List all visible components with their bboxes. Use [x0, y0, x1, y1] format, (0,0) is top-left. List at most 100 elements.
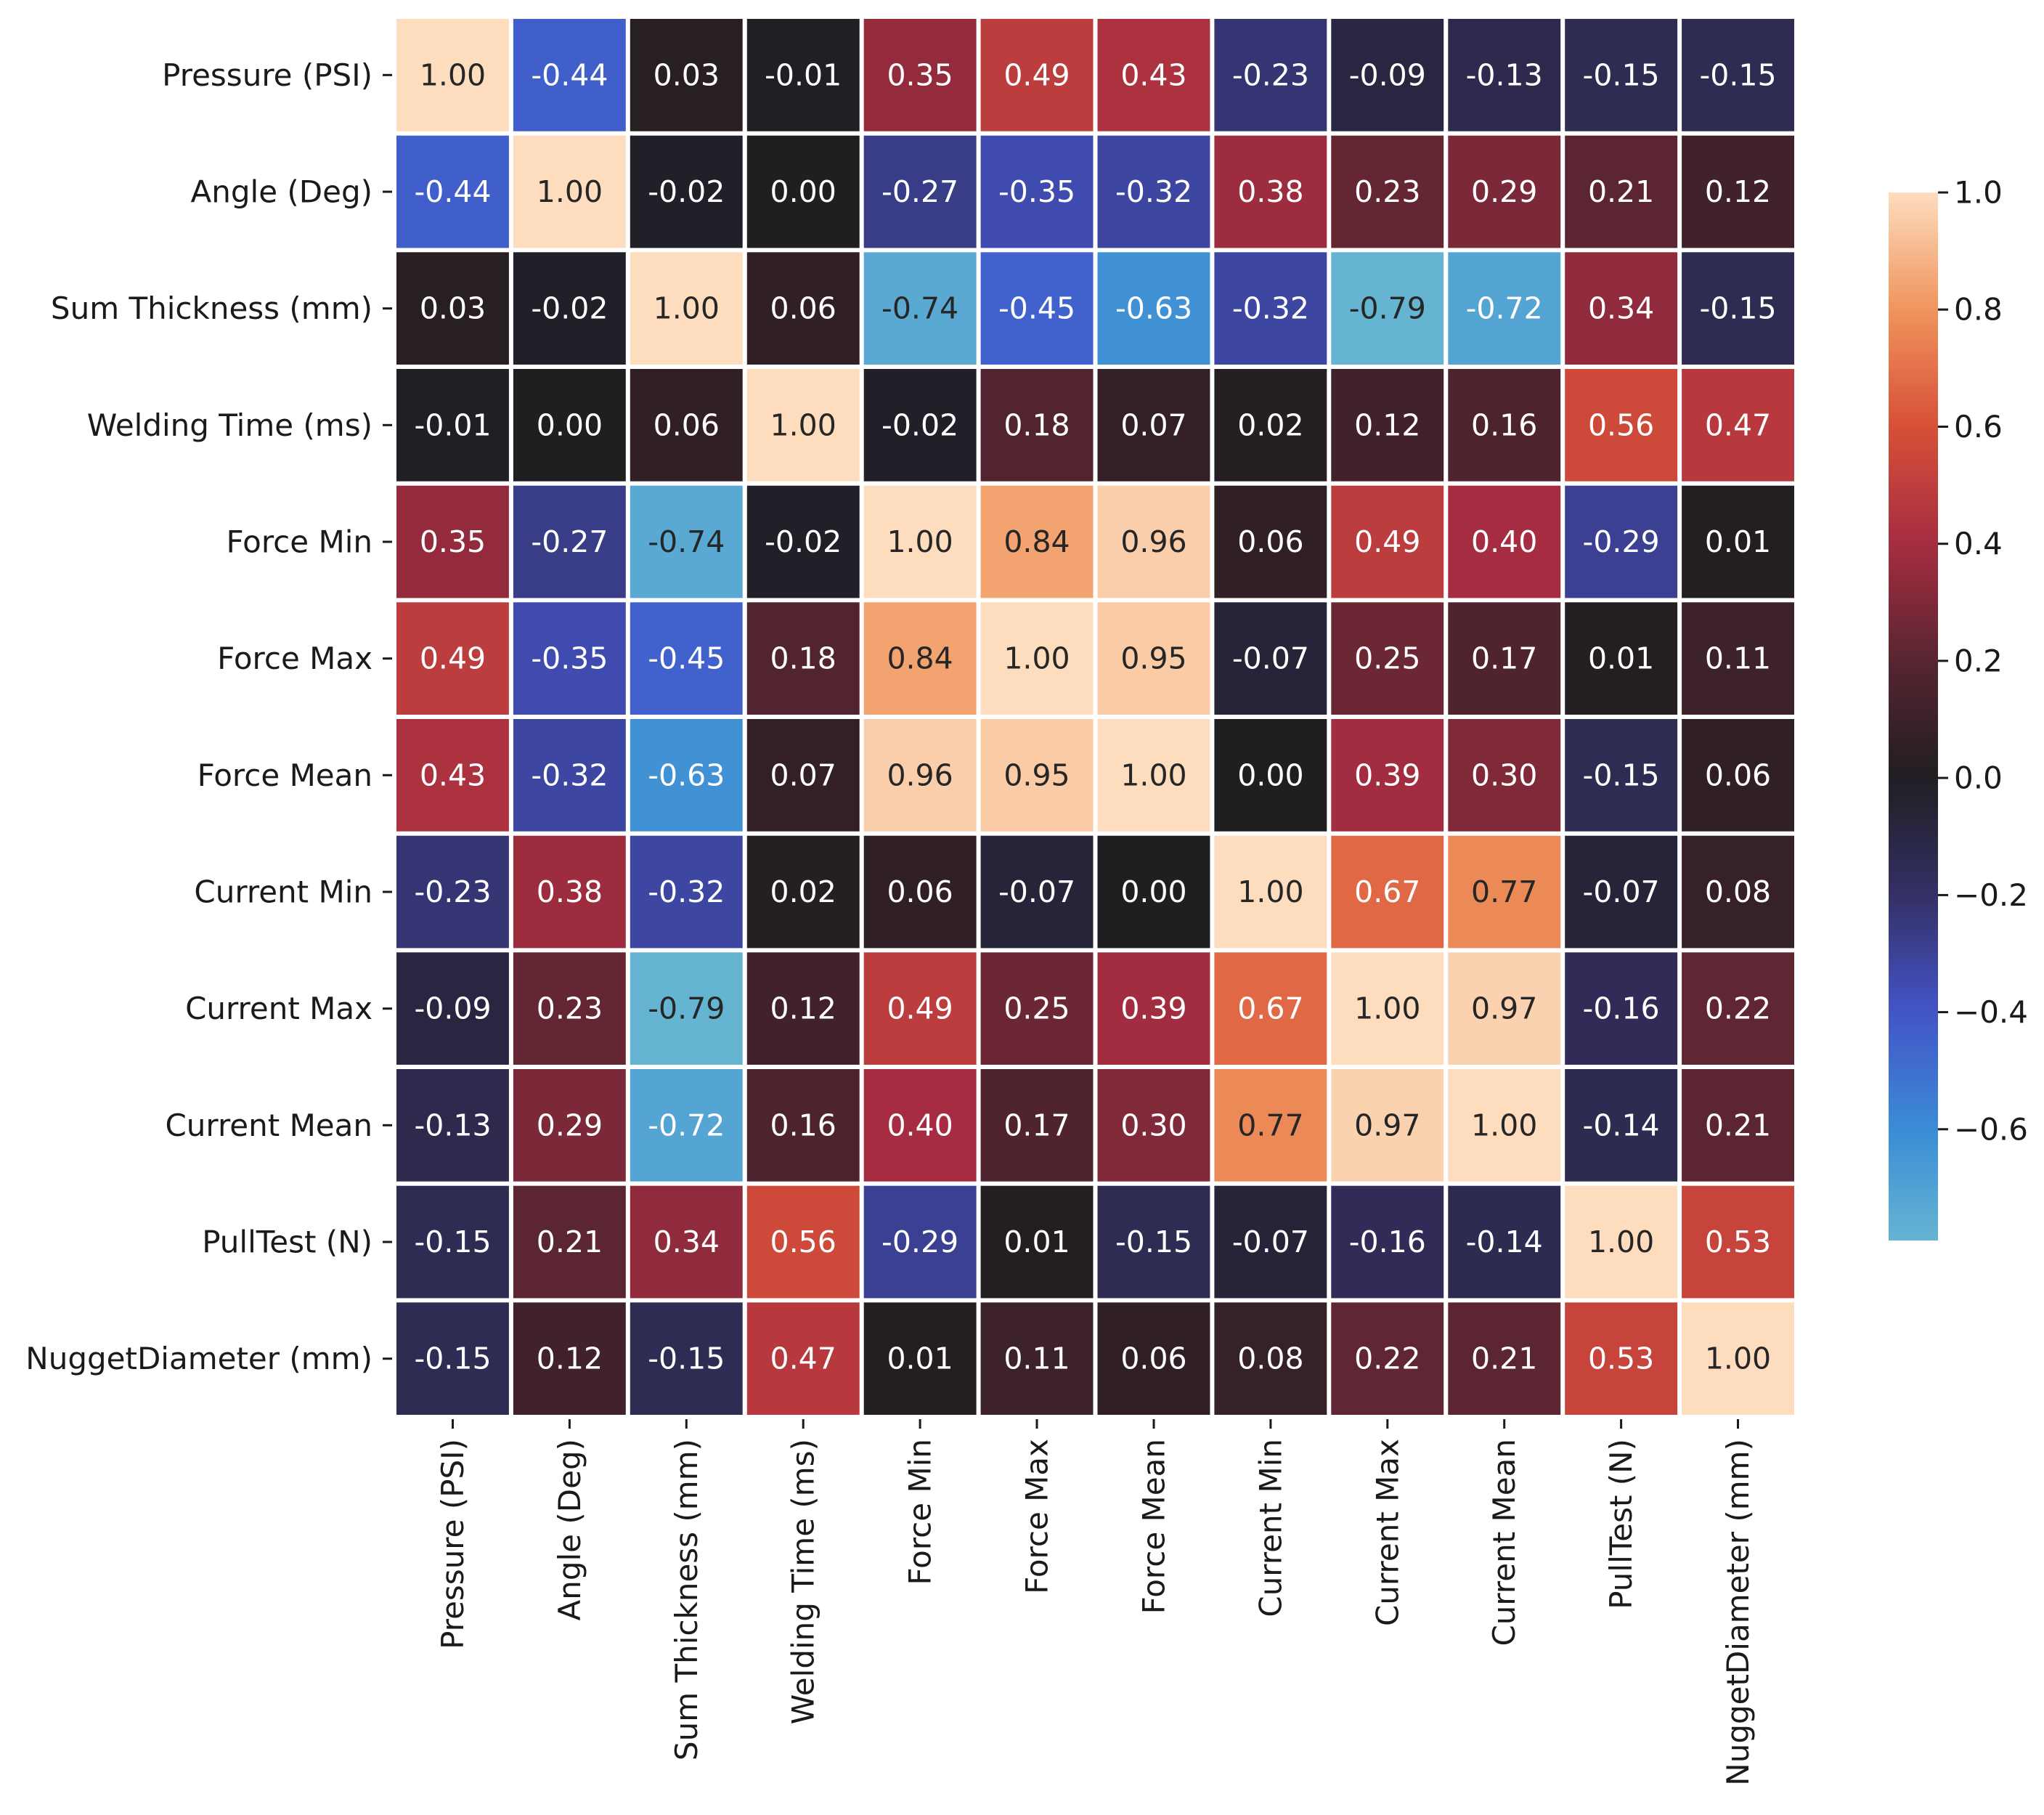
heatmap-cell-r6-c11: [1682, 719, 1794, 832]
heatmap-cell-r0-c5: [980, 19, 1094, 131]
cell-value-label-r11-c6: 0.06: [1120, 1341, 1186, 1376]
cell-value-label-r2-c3: 0.06: [770, 291, 836, 326]
heatmap-cell-r7-c6: [1097, 835, 1210, 949]
heatmap-cell-r5-c8: [1331, 602, 1444, 715]
colorbar: 1.0 0.8 0.6 0.4 0.2 0.0 −0.2 −0.4 −0.6: [1889, 175, 2028, 1241]
heatmap-cell-r11-c10: [1565, 1302, 1678, 1415]
colorbar-scale: [1889, 192, 1938, 1241]
heatmap-cell-r2-c7: [1214, 252, 1327, 365]
cell-value-label-r10-c5: 0.01: [1003, 1225, 1070, 1259]
heatmap-cell-r4-c7: [1214, 485, 1327, 598]
cell-value-label-r9-c0: -0.13: [414, 1108, 491, 1142]
cell-value-label-r5-c8: 0.25: [1354, 641, 1420, 676]
cell-value-label-r3-c7: 0.02: [1237, 407, 1303, 442]
cell-value-label-r6-c6: 1.00: [1120, 758, 1186, 792]
cell-value-label-r5-c6: 0.95: [1120, 641, 1186, 676]
cell-value-label-r9-c11: 0.21: [1705, 1108, 1771, 1142]
heatmap-cell-r0-c9: [1448, 19, 1561, 131]
cell-value-label-r8-c8: 1.00: [1354, 991, 1420, 1026]
heatmap-cell-r1-c2: [630, 135, 743, 248]
colorbar-tick-label-7: −0.4: [1954, 994, 2028, 1030]
heatmap-cell-r9-c10: [1565, 1069, 1678, 1182]
heatmap-cell-r1-c4: [863, 135, 977, 248]
cell-value-label-r7-c11: 0.08: [1705, 874, 1771, 909]
heatmap-cell-r9-c6: [1097, 1069, 1210, 1182]
heatmap-cell-r5-c9: [1448, 602, 1561, 715]
cell-value-label-r6-c10: -0.15: [1583, 758, 1660, 792]
cell-value-label-r10-c7: -0.07: [1232, 1225, 1309, 1259]
cell-value-label-r0-c9: -0.13: [1466, 57, 1543, 92]
heatmap-cell-r3-c4: [863, 369, 977, 482]
row-label-sum-thickness-mm: Sum Thickness (mm): [51, 291, 372, 326]
heatmap-cell-r2-c6: [1097, 252, 1210, 365]
heatmap-cell-r6-c9: [1448, 719, 1561, 832]
heatmap-cell-r6-c0: [396, 719, 509, 832]
heatmap-cell-r9-c3: [746, 1069, 860, 1182]
heatmap-cell-r11-c6: [1097, 1302, 1210, 1415]
heatmap-cell-r3-c11: [1682, 369, 1794, 482]
heatmap-cell-r10-c9: [1448, 1185, 1561, 1299]
cell-value-label-r10-c9: -0.14: [1466, 1225, 1543, 1259]
heatmap-cell-r5-c7: [1214, 602, 1327, 715]
heatmap-cell-r7-c3: [746, 835, 860, 949]
heatmap-cell-r3-c7: [1214, 369, 1327, 482]
heatmap-cell-r8-c7: [1214, 952, 1327, 1065]
cell-value-label-r2-c11: -0.15: [1699, 291, 1776, 326]
cell-value-label-r3-c0: -0.01: [414, 407, 491, 442]
cell-value-label-r7-c10: -0.07: [1583, 874, 1660, 909]
cell-value-label-r6-c3: 0.07: [770, 758, 836, 792]
heatmap-cell-r0-c8: [1331, 19, 1444, 131]
cell-value-label-r1-c6: -0.32: [1115, 174, 1192, 209]
heatmap-cell-r1-c11: [1682, 135, 1794, 248]
cell-value-label-r2-c8: -0.79: [1349, 291, 1426, 326]
heatmap-cell-r8-c4: [863, 952, 977, 1065]
column-label-sum-thickness-mm: Sum Thickness (mm): [669, 1439, 704, 1761]
heatmap-cell-r2-c9: [1448, 252, 1561, 365]
cell-value-label-r9-c6: 0.30: [1120, 1108, 1186, 1142]
heatmap-cell-r0-c2: [630, 19, 743, 131]
heatmap-cell-r11-c9: [1448, 1302, 1561, 1415]
heatmap-cell-r2-c0: [396, 252, 509, 365]
cell-value-label-r6-c4: 0.96: [887, 758, 953, 792]
cell-value-label-r4-c7: 0.06: [1237, 524, 1303, 559]
cell-value-label-r0-c5: 0.49: [1003, 57, 1070, 92]
column-label-pressure-psi: Pressure (PSI): [435, 1439, 471, 1649]
cell-value-label-r4-c4: 1.00: [887, 524, 953, 559]
cell-value-label-r5-c1: -0.35: [531, 641, 608, 676]
cell-value-label-r5-c5: 1.00: [1003, 641, 1070, 676]
column-label-pulltest-n: PullTest (N): [1603, 1439, 1639, 1609]
heatmap-cell-r8-c11: [1682, 952, 1794, 1065]
heatmap-cell-r9-c4: [863, 1069, 977, 1182]
cell-value-label-r6-c11: 0.06: [1705, 758, 1771, 792]
heatmap-cell-r2-c8: [1331, 252, 1444, 365]
heatmap-cell-r3-c2: [630, 369, 743, 482]
cell-value-label-r6-c8: 0.39: [1354, 758, 1420, 792]
heatmap-cell-r4-c5: [980, 485, 1094, 598]
cell-value-label-r8-c7: 0.67: [1237, 991, 1303, 1026]
cell-value-label-r2-c2: 1.00: [653, 291, 720, 326]
cell-value-label-r3-c5: 0.18: [1003, 407, 1070, 442]
row-label-force-min: Force Min: [226, 524, 372, 560]
cell-value-label-r8-c3: 0.12: [770, 991, 836, 1026]
heatmap-cell-r11-c7: [1214, 1302, 1327, 1415]
cell-value-label-r10-c0: -0.15: [414, 1225, 491, 1259]
row-label-current-max: Current Max: [185, 991, 372, 1026]
cell-value-label-r7-c5: -0.07: [998, 874, 1075, 909]
cell-value-label-r2-c10: 0.34: [1588, 291, 1654, 326]
heatmap-cell-r9-c2: [630, 1069, 743, 1182]
cell-value-label-r0-c1: -0.44: [531, 57, 608, 92]
cell-value-label-r11-c0: -0.15: [414, 1341, 491, 1376]
heatmap-cell-r8-c9: [1448, 952, 1561, 1065]
heatmap-cell-r5-c3: [746, 602, 860, 715]
cell-value-label-r3-c4: -0.02: [881, 407, 958, 442]
heatmap-cell-r10-c7: [1214, 1185, 1327, 1299]
heatmap-cell-r3-c9: [1448, 369, 1561, 482]
cell-value-label-r8-c0: -0.09: [414, 991, 491, 1026]
cell-value-label-r8-c4: 0.49: [887, 991, 953, 1026]
cell-value-label-r6-c5: 0.95: [1003, 758, 1070, 792]
cell-value-label-r10-c10: 1.00: [1588, 1225, 1654, 1259]
cell-value-label-r9-c5: 0.17: [1003, 1108, 1070, 1142]
cell-value-label-r9-c2: -0.72: [648, 1108, 725, 1142]
heatmap-cell-r1-c7: [1214, 135, 1327, 248]
